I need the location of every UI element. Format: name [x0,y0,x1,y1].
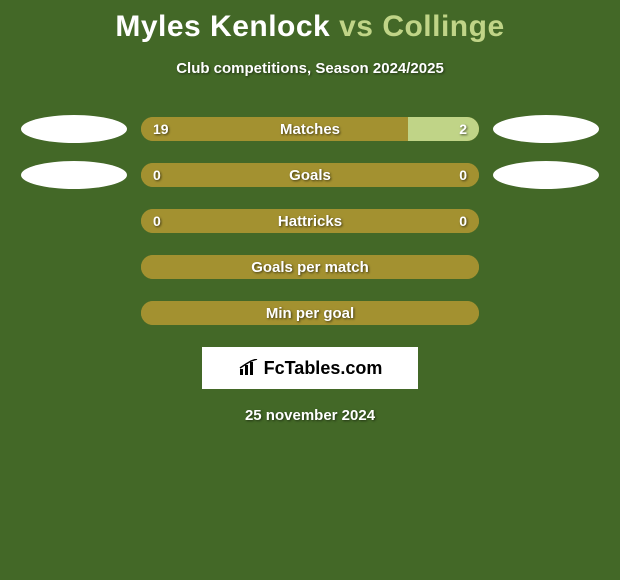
stat-label: Goals per match [141,255,479,279]
player2-badge [493,161,599,189]
comparison-title: Myles Kenlock vs Collinge [0,0,620,44]
stat-bar: 19 Matches 2 [141,117,479,141]
stat-bar: Goals per match [141,255,479,279]
stat-value-right: 0 [459,209,467,233]
stat-row-goals: 0 Goals 0 [0,163,620,187]
logo-text: FcTables.com [264,358,383,379]
stat-bar: 0 Goals 0 [141,163,479,187]
stat-label: Min per goal [141,301,479,325]
stat-value-right: 2 [459,117,467,141]
vs-text: vs [339,10,373,43]
player1-badge [21,115,127,143]
stat-row-matches: 19 Matches 2 [0,117,620,141]
stat-row-hattricks: 0 Hattricks 0 [0,209,620,233]
stat-label: Goals [141,163,479,187]
player1-badge [21,161,127,189]
chart-icon [238,359,260,377]
date-text: 25 november 2024 [0,407,620,424]
stat-label: Hattricks [141,209,479,233]
player2-badge [493,115,599,143]
player2-name: Collinge [382,10,504,43]
stat-row-min-per-goal: Min per goal [0,301,620,325]
logo-box: FcTables.com [202,347,418,389]
stat-label: Matches [141,117,479,141]
stat-bar: 0 Hattricks 0 [141,209,479,233]
stat-bar: Min per goal [141,301,479,325]
player1-name: Myles Kenlock [115,10,330,43]
stat-rows: 19 Matches 2 0 Goals 0 0 Hattricks 0 [0,117,620,325]
subtitle: Club competitions, Season 2024/2025 [0,60,620,77]
stat-row-goals-per-match: Goals per match [0,255,620,279]
stat-value-right: 0 [459,163,467,187]
logo: FcTables.com [238,358,383,379]
